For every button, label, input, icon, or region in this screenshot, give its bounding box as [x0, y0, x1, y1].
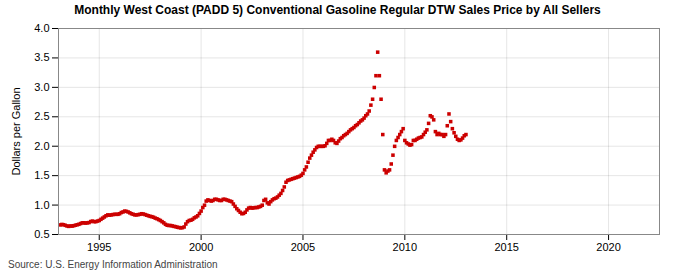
svg-text:2000: 2000: [189, 241, 213, 253]
svg-text:1.5: 1.5: [34, 169, 49, 181]
svg-text:2015: 2015: [494, 241, 518, 253]
svg-text:1995: 1995: [87, 241, 111, 253]
svg-text:0.5: 0.5: [34, 228, 49, 240]
svg-text:2.0: 2.0: [34, 140, 49, 152]
svg-text:2020: 2020: [596, 241, 620, 253]
svg-text:1.0: 1.0: [34, 199, 49, 211]
svg-text:2010: 2010: [393, 241, 417, 253]
svg-text:4.0: 4.0: [34, 22, 49, 34]
svg-text:3.0: 3.0: [34, 81, 49, 93]
svg-text:2.5: 2.5: [34, 110, 49, 122]
svg-text:3.5: 3.5: [34, 51, 49, 63]
svg-text:Dollars per Gallon: Dollars per Gallon: [10, 87, 22, 175]
svg-text:2005: 2005: [291, 241, 315, 253]
html-text:Monthly West Coast (PADD 5) Co: Monthly West Coast (PADD 5) Conventional…: [74, 3, 601, 17]
html-text:Source: U.S. Energy Informatio: Source: U.S. Energy Information Administ…: [8, 259, 218, 270]
